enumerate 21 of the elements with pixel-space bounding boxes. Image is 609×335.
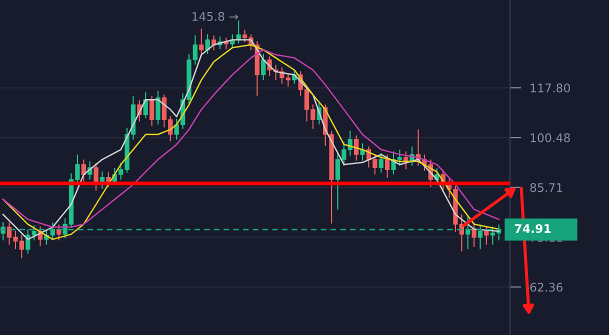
candlestick (472, 222, 476, 247)
candlestick (384, 154, 390, 178)
y-tick-label: 100.48 (530, 133, 570, 142)
y-tick-label: 117.80 (530, 83, 570, 92)
candlestick (335, 152, 340, 210)
candlestick (26, 229, 30, 254)
candlestick (360, 143, 365, 161)
candlestick (149, 96, 154, 126)
candlestick (156, 90, 160, 124)
candlestick (32, 225, 36, 240)
candlestick (81, 160, 86, 182)
candlestick (199, 28, 204, 56)
y-tick-label: 62.36 (530, 282, 562, 292)
candlestick (484, 226, 489, 245)
annotation: 145.8 → (192, 12, 238, 21)
candlestick (261, 54, 266, 80)
candlestick (354, 135, 359, 161)
y-tick-label: 85.71 (530, 183, 562, 192)
candlestick (378, 152, 384, 173)
candlestick (478, 224, 483, 250)
ref-line-label: 74.91 (514, 224, 551, 233)
